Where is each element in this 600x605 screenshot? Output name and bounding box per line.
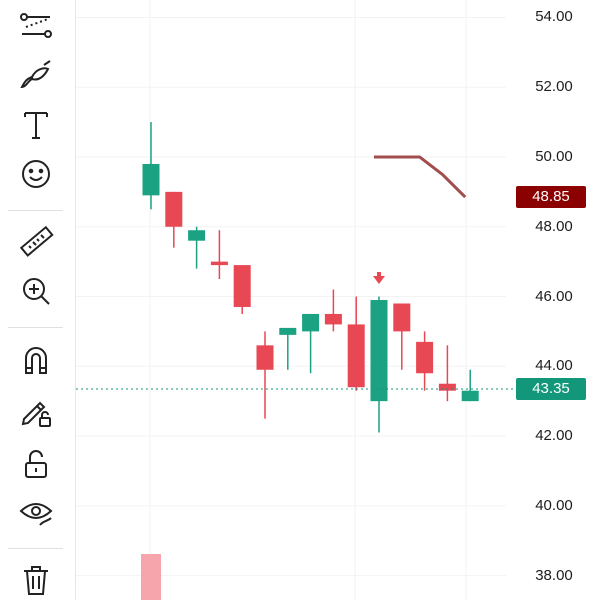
toolbar-separator xyxy=(8,210,63,211)
axis-tick-label: 44.00 xyxy=(535,357,573,375)
lock-drawing-tool[interactable] xyxy=(13,390,59,436)
trend-line-tool[interactable] xyxy=(13,4,59,50)
axis-tick-label: 38.00 xyxy=(535,566,573,584)
candle-body xyxy=(165,191,183,227)
axis-tick-label: 50.00 xyxy=(535,147,573,165)
axis-tick-label: 40.00 xyxy=(535,496,573,514)
axis-tick-label: 52.00 xyxy=(535,78,573,96)
zoom-tool[interactable] xyxy=(13,270,59,316)
emoji-icon xyxy=(18,156,54,197)
candle-body xyxy=(347,324,365,388)
candle-body xyxy=(302,313,320,332)
magnet-icon xyxy=(18,342,54,383)
candle-body xyxy=(279,327,297,335)
brush-icon xyxy=(18,57,54,98)
candle-body xyxy=(210,261,228,266)
indicator-line xyxy=(374,155,467,199)
candle-body xyxy=(188,230,206,241)
toolbar-separator xyxy=(8,548,63,549)
trash-icon xyxy=(18,562,54,603)
candle-body xyxy=(370,300,388,402)
lock-drawing-icon xyxy=(18,393,54,434)
candle-body xyxy=(416,341,434,374)
ruler-icon xyxy=(18,224,54,265)
axis-tick-label: 48.00 xyxy=(535,217,573,235)
lock-all-tool[interactable] xyxy=(13,443,59,489)
emoji-tool[interactable] xyxy=(13,153,59,199)
volume-bar xyxy=(141,554,161,600)
zoom-in-icon xyxy=(18,273,54,314)
line-price-badge: 48.85 xyxy=(516,186,586,209)
candle-body xyxy=(461,390,479,402)
candle-body xyxy=(438,383,456,391)
candle-body xyxy=(233,265,251,307)
hide-drawings-tool[interactable] xyxy=(13,492,59,538)
candlestick-chart[interactable] xyxy=(76,0,600,600)
text-tool[interactable] xyxy=(13,104,59,150)
brush-tool[interactable] xyxy=(13,54,59,100)
drawing-toolbar xyxy=(0,0,76,600)
toolbar-separator xyxy=(8,327,63,328)
axis-tick-label: 54.00 xyxy=(535,8,573,26)
candle-body xyxy=(256,345,274,370)
remove-drawings-tool[interactable] xyxy=(13,559,59,605)
magnet-tool[interactable] xyxy=(13,339,59,385)
signal-arrow-marker xyxy=(373,272,385,284)
current-price-badge: 43.35 xyxy=(516,377,586,400)
candle-body xyxy=(142,163,160,196)
text-icon xyxy=(18,107,54,148)
candle-body xyxy=(393,303,411,332)
eye-icon xyxy=(18,495,54,536)
chart-area[interactable] xyxy=(76,0,600,600)
axis-tick-label: 42.00 xyxy=(535,427,573,445)
trend-line-icon xyxy=(18,7,54,48)
axis-tick-label: 46.00 xyxy=(535,287,573,305)
candle-body xyxy=(324,313,342,325)
unlock-icon xyxy=(18,446,54,487)
measure-tool[interactable] xyxy=(13,221,59,267)
